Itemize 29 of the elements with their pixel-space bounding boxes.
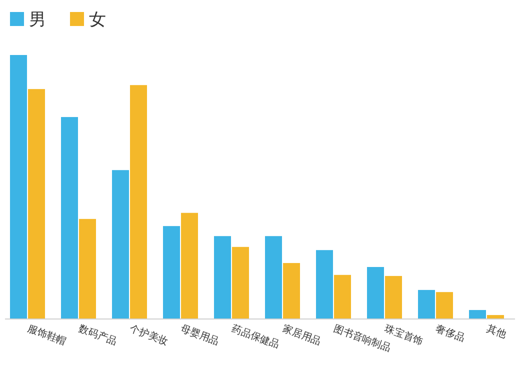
bar	[10, 55, 27, 319]
bar	[79, 218, 96, 319]
bar	[418, 290, 435, 319]
bar	[469, 310, 486, 319]
x-tick-label: 其他	[484, 322, 508, 341]
bar	[367, 266, 384, 319]
legend-label: 女	[89, 10, 106, 30]
bar	[265, 236, 282, 319]
x-tick-label: 服饰鞋帽	[26, 322, 68, 348]
bar	[112, 170, 129, 319]
bar	[436, 292, 453, 319]
bar	[283, 263, 300, 319]
bar	[28, 89, 45, 319]
bar	[316, 250, 333, 319]
x-tick-label: 数码产品	[76, 322, 119, 348]
x-tick-label: 药品保健品	[230, 322, 282, 351]
bar	[163, 226, 180, 319]
x-tick-label: 家居用品	[280, 322, 323, 348]
legend-label: 男	[29, 10, 46, 30]
bar	[385, 276, 402, 319]
bar	[61, 117, 78, 319]
x-tick-label: 母婴用品	[178, 322, 221, 348]
x-tick-label: 奢侈品	[434, 322, 466, 344]
bar	[130, 85, 147, 319]
bar	[181, 212, 198, 319]
bar	[334, 274, 351, 319]
x-tick-label: 个护美妆	[128, 322, 170, 348]
bar	[232, 246, 249, 319]
bar	[214, 236, 231, 319]
